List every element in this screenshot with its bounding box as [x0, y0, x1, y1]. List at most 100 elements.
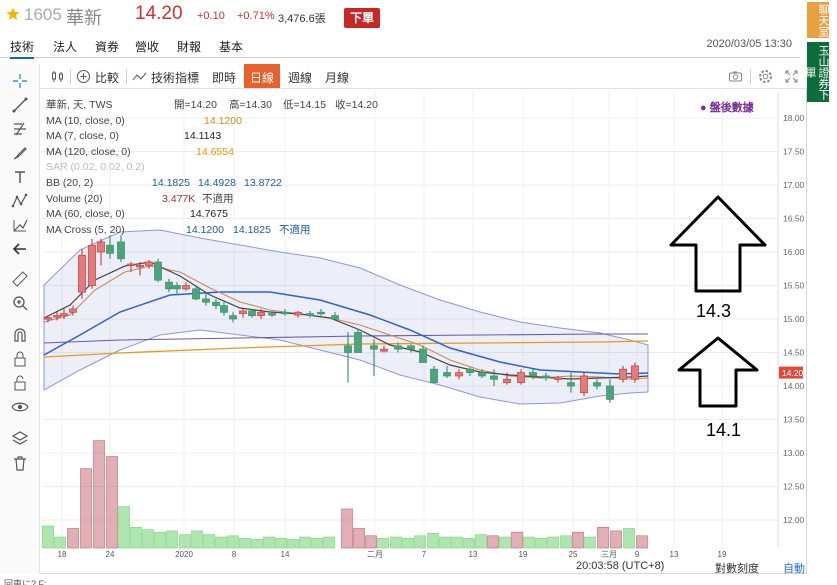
volume-bar: [275, 537, 287, 549]
volume-bar: [67, 528, 79, 549]
x-axis-label: 2020: [175, 550, 193, 559]
tab-basic[interactable]: 基本: [219, 40, 244, 54]
candle-body: [517, 372, 525, 384]
volume-bar: [636, 535, 648, 549]
drawing-toolbar: [0, 64, 40, 574]
volume-bar: [239, 537, 251, 549]
legend-main: 華新, 天, TWS 開=14.20 高=14.30 低=14.15 收=14.…: [46, 98, 378, 114]
compare-button[interactable]: 比較: [95, 71, 120, 85]
zoom-in-icon[interactable]: [11, 294, 29, 312]
stock-code: 1605: [24, 5, 62, 24]
fib-tool-icon[interactable]: [11, 120, 29, 138]
log-scale-toggle[interactable]: 對數刻度: [715, 563, 759, 575]
indicators-icon[interactable]: [132, 69, 147, 84]
chart-style-icon[interactable]: [50, 69, 65, 84]
tab-revenue[interactable]: 營收: [135, 40, 160, 54]
camera-icon[interactable]: [728, 69, 743, 84]
volume-bar: [203, 534, 215, 549]
legend-ma7[interactable]: MA (7, close, 0) 14.1143: [46, 129, 221, 145]
layers-icon[interactable]: [11, 430, 29, 448]
candle-body: [281, 311, 289, 315]
volume-bar: [263, 536, 275, 549]
intraday-button[interactable]: 即時: [212, 71, 237, 85]
price-axis-label: 16.50: [783, 214, 805, 224]
fullscreen-icon[interactable]: [784, 69, 799, 84]
price-axis-label: 17.50: [783, 147, 805, 157]
legend-volume[interactable]: Volume (20) 3.477K 不適用: [46, 192, 234, 208]
tab-technical[interactable]: 技術: [10, 38, 35, 59]
legend-bb-v1: 14.1825: [152, 176, 190, 189]
crosshair-icon[interactable]: [11, 72, 29, 90]
unlock-icon[interactable]: [11, 374, 29, 392]
price-axis-label: 14.50: [783, 348, 805, 358]
candle-body: [165, 281, 173, 290]
candle-body: [370, 345, 378, 350]
legend-macross-label: MA Cross (5, 20): [46, 223, 125, 236]
chatroom-button[interactable]: 聊天室: [807, 2, 829, 38]
legend-close: 收=14.20: [335, 99, 378, 111]
tab-institutional[interactable]: 法人: [53, 40, 78, 54]
daily-button[interactable]: 日線: [244, 64, 281, 88]
legend-macross[interactable]: MA Cross (5, 20) 14.1200 14.1825 不適用: [46, 223, 311, 239]
ruler-icon[interactable]: [11, 270, 29, 288]
legend-ma10[interactable]: MA (10, close, 0) 14.1200: [46, 114, 242, 130]
candle-body: [606, 385, 614, 400]
indicators-button[interactable]: 技術指標: [151, 71, 200, 85]
price-axis-label: 17.00: [783, 180, 805, 190]
volume-bar: [523, 536, 535, 549]
volume-bar: [427, 533, 439, 549]
volume-bar: [323, 536, 335, 549]
legend-macross-note: 不適用: [279, 223, 311, 236]
legend-sar[interactable]: SAR (0.02, 0.02, 0.2): [46, 160, 145, 176]
candle-body: [117, 241, 125, 260]
candle-body: [593, 382, 601, 387]
after-hours-label: ● 盤後數據: [700, 102, 754, 114]
price-axis-label: 14.00: [783, 381, 805, 391]
volume-bar: [597, 526, 609, 549]
eye-icon[interactable]: [11, 398, 29, 416]
monthly-button[interactable]: 月線: [325, 71, 350, 85]
x-axis-label: 7: [422, 550, 427, 559]
tab-financials[interactable]: 財報: [177, 40, 202, 54]
settings-gear-icon[interactable]: [758, 69, 773, 84]
order-button[interactable]: 下單: [344, 8, 380, 28]
broker-order-button[interactable]: 玉山證券下單: [804, 42, 829, 102]
projection-tool-icon[interactable]: [11, 216, 29, 234]
legend-bb-label: BB (20, 2): [46, 176, 94, 189]
trash-icon[interactable]: [11, 454, 29, 472]
candle-body: [503, 378, 511, 384]
text-tool-icon[interactable]: [11, 168, 29, 186]
trend-line-icon[interactable]: [11, 96, 29, 114]
volume-bar: [365, 535, 377, 549]
weekly-button[interactable]: 週線: [288, 71, 313, 85]
candle-body: [443, 372, 451, 377]
candle-body: [78, 254, 86, 293]
back-arrow-icon[interactable]: [11, 240, 29, 258]
favorite-star-icon[interactable]: [6, 7, 20, 21]
pattern-tool-icon[interactable]: [11, 192, 29, 210]
legend-main-label: 華新, 天, TWS: [46, 99, 113, 111]
legend-macross-v2: 14.1825: [233, 223, 271, 236]
tab-margin[interactable]: 資券: [95, 40, 120, 54]
volume-bar: [475, 534, 487, 549]
legend-ma60[interactable]: MA (60, close, 0) 14.7675: [46, 207, 228, 223]
volume-bar: [251, 539, 263, 549]
legend-ma10-value: 14.1200: [204, 114, 242, 127]
candle-body: [331, 315, 339, 320]
candle-body: [380, 348, 388, 352]
candle-body: [106, 244, 114, 254]
candle-body: [192, 288, 200, 300]
brush-icon[interactable]: [11, 144, 29, 162]
candle-body: [88, 244, 96, 286]
legend-ma10-label: MA (10, close, 0): [46, 114, 125, 127]
legend-ma120[interactable]: MA (120, close, 0) 14.6554: [46, 145, 234, 161]
volume-bar: [353, 528, 365, 549]
legend-bb[interactable]: BB (20, 2) 14.1825 14.4928 13.8722: [46, 176, 282, 192]
candle-body: [317, 311, 325, 315]
candle-body: [127, 263, 135, 266]
draw-lock-icon[interactable]: [11, 350, 29, 368]
auto-scale-toggle[interactable]: 自動: [783, 563, 805, 575]
magnet-icon[interactable]: [11, 326, 29, 344]
compare-plus-icon[interactable]: [76, 69, 91, 84]
